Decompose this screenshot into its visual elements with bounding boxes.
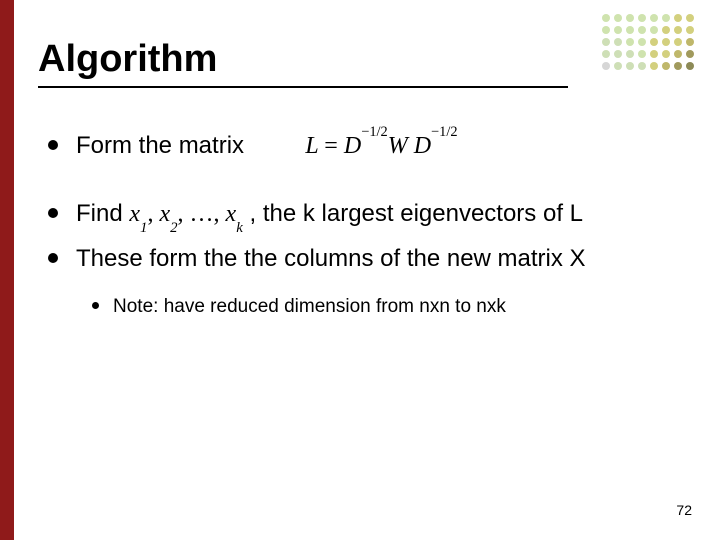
accent-stripe: [0, 0, 14, 540]
logo-dot: [650, 38, 658, 46]
dot-logo: [602, 14, 698, 76]
list-item: Form the matrix L = D−1/2W D−1/2: [48, 130, 668, 162]
logo-dot: [650, 14, 658, 22]
item-text: Find x1, x2, …, xk , the k largest eigen…: [76, 198, 668, 233]
logo-dot: [602, 14, 610, 22]
logo-dot: [626, 50, 634, 58]
logo-dot: [626, 62, 634, 70]
logo-dot: [638, 50, 646, 58]
logo-dot: [638, 26, 646, 34]
logo-dot: [674, 38, 682, 46]
bullet-icon: [48, 208, 58, 218]
logo-dot: [626, 38, 634, 46]
logo-dot: [626, 14, 634, 22]
logo-dot: [674, 26, 682, 34]
logo-dot: [650, 50, 658, 58]
logo-dot: [602, 26, 610, 34]
item-prefix: These form the the columns of the new ma…: [76, 245, 586, 272]
logo-dot: [602, 62, 610, 70]
slide-title: Algorithm: [38, 38, 217, 81]
item-prefix: Form the matrix: [76, 132, 244, 159]
logo-dot: [686, 38, 694, 46]
logo-dot: [662, 14, 670, 22]
item-text: These form the the columns of the new ma…: [76, 243, 668, 275]
logo-dot: [662, 62, 670, 70]
logo-dot: [614, 62, 622, 70]
logo-dot: [602, 50, 610, 58]
logo-dot: [638, 62, 646, 70]
logo-dot: [674, 14, 682, 22]
item-text: Form the matrix L = D−1/2W D−1/2: [76, 130, 668, 162]
logo-dot: [674, 62, 682, 70]
item-suffix: , the k largest eigenvectors of L: [249, 200, 583, 227]
logo-dot: [638, 38, 646, 46]
logo-dot: [614, 14, 622, 22]
logo-dot: [662, 26, 670, 34]
logo-dot: [662, 50, 670, 58]
logo-dot: [614, 38, 622, 46]
item-math: x1, x2, …, xk: [129, 200, 242, 227]
logo-dot: [602, 38, 610, 46]
item-math: L = D−1/2W D−1/2: [305, 132, 457, 159]
logo-dot: [686, 50, 694, 58]
logo-dot: [674, 50, 682, 58]
logo-dot: [626, 26, 634, 34]
logo-dot: [650, 26, 658, 34]
list-item: These form the the columns of the new ma…: [48, 243, 668, 275]
logo-dot: [614, 50, 622, 58]
list-subitem: Note: have reduced dimension from nxn to…: [92, 294, 668, 320]
slide-body: Form the matrix L = D−1/2W D−1/2 Find x1…: [48, 130, 668, 319]
bullet-icon: [92, 302, 99, 309]
list-item: Find x1, x2, …, xk , the k largest eigen…: [48, 198, 668, 233]
logo-dot: [614, 26, 622, 34]
logo-dot: [686, 62, 694, 70]
logo-dot: [686, 14, 694, 22]
bullet-icon: [48, 253, 58, 263]
logo-dot: [638, 14, 646, 22]
title-underline: [38, 86, 568, 88]
logo-dot: [662, 38, 670, 46]
subitem-text: Note: have reduced dimension from nxn to…: [113, 294, 668, 320]
item-prefix: Find: [76, 200, 129, 227]
bullet-icon: [48, 140, 58, 150]
logo-dot: [650, 62, 658, 70]
logo-dot: [686, 26, 694, 34]
slide-number: 72: [676, 502, 692, 518]
